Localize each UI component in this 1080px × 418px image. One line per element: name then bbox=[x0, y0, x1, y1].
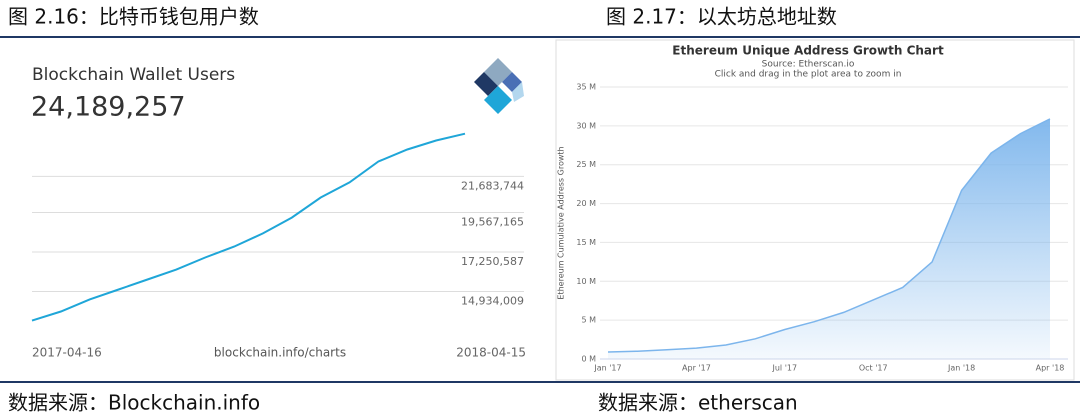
line bbox=[31, 132, 466, 322]
chart-frame bbox=[555, 39, 1075, 381]
headline: 24,189,257 bbox=[31, 92, 186, 123]
figure-source: 数据来源：etherscan bbox=[598, 391, 798, 415]
area bbox=[608, 118, 1050, 360]
y-tick-label: 5 M bbox=[581, 316, 596, 325]
y-tick-label: 15 M bbox=[576, 238, 596, 247]
chart-note: Click and drag in the plot area to zoom … bbox=[715, 70, 902, 80]
chart-subtitle: Source: Etherscan.io bbox=[762, 60, 855, 70]
x-tick-label: Jul '17 bbox=[772, 364, 798, 373]
y-tick-label: 35 M bbox=[576, 83, 596, 92]
y-tick-label: 14,934,009 bbox=[461, 295, 524, 308]
y-axis-label: Ethereum Cumulative Address Growth bbox=[557, 146, 566, 299]
x-tick-label: Jan '18 bbox=[947, 364, 975, 373]
figure-caption: 图 2.17：以太坊总地址数 bbox=[606, 5, 837, 29]
y-tick-label: 25 M bbox=[576, 160, 596, 169]
x-tick-label: 2017-04-16 bbox=[32, 346, 102, 360]
y-tick-label: 17,250,587 bbox=[461, 255, 524, 268]
y-tick-label: 30 M bbox=[576, 121, 596, 130]
figure-source: 数据来源：Blockchain.info bbox=[8, 391, 260, 415]
x-tick-label: Apr '17 bbox=[682, 364, 711, 373]
chart-title: Ethereum Unique Address Growth Chart bbox=[672, 44, 944, 58]
area-line bbox=[607, 118, 1051, 353]
y-tick-label: 0 M bbox=[581, 355, 596, 364]
y-tick-label: 20 M bbox=[576, 199, 596, 208]
x-tick-label: Jan '17 bbox=[593, 364, 621, 373]
figure-caption: 图 2.16：比特币钱包用户数 bbox=[8, 5, 259, 29]
logo bbox=[474, 58, 524, 114]
x-tick-label: Apr '18 bbox=[1036, 364, 1065, 373]
annotation: blockchain.info/charts bbox=[214, 346, 346, 360]
x-tick-label: 2018-04-15 bbox=[456, 346, 526, 360]
y-tick-label: 19,567,165 bbox=[461, 216, 524, 229]
chart-title: Blockchain Wallet Users bbox=[32, 65, 235, 85]
y-tick-label: 21,683,744 bbox=[461, 179, 524, 192]
y-tick-label: 10 M bbox=[576, 277, 596, 286]
x-tick-label: Oct '17 bbox=[859, 364, 888, 373]
